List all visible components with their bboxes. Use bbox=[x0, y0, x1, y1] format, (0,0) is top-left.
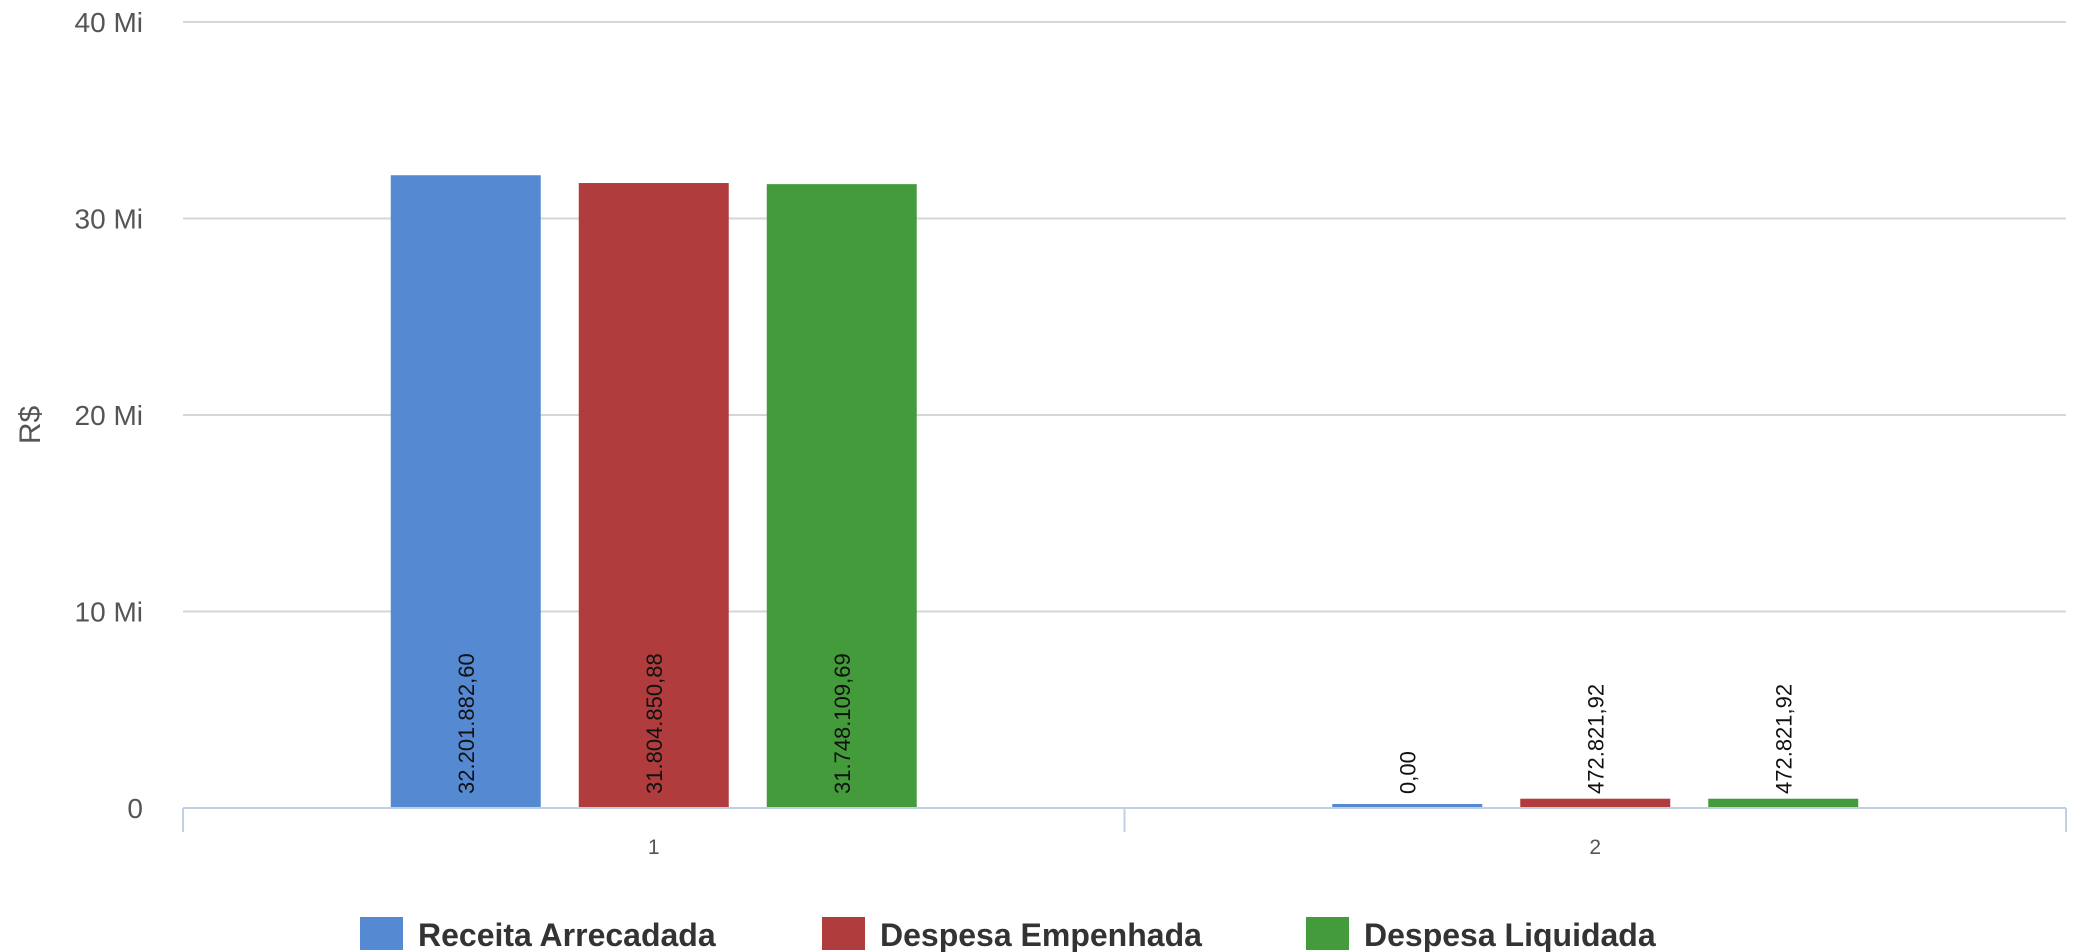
bar bbox=[1520, 798, 1671, 808]
y-axis: 0 10 Mi 20 Mi 30 Mi 40 Mi bbox=[75, 7, 143, 824]
y-tick-label: 30 Mi bbox=[75, 204, 143, 235]
bar bbox=[1332, 804, 1483, 808]
bar bbox=[766, 184, 917, 808]
legend-label: Despesa Liquidada bbox=[1364, 917, 1656, 952]
data-label: 0,00 bbox=[1395, 751, 1420, 794]
legend-label: Despesa Empenhada bbox=[880, 917, 1202, 952]
bar bbox=[578, 183, 729, 809]
bars: 32.201.882,60 31.804.850,88 31.748.109,69 0… bbox=[390, 175, 1859, 809]
y-tick-label: 0 bbox=[127, 793, 143, 824]
legend-label: Receita Arrecadada bbox=[418, 917, 716, 952]
bar bbox=[390, 175, 541, 808]
y-tick-label: 10 Mi bbox=[75, 597, 143, 628]
legend: Receita Arrecadada Despesa Empenhada Despe… bbox=[360, 917, 1656, 952]
legend-swatch bbox=[1306, 917, 1349, 950]
y-axis-label: R$ bbox=[14, 406, 47, 445]
legend-swatch bbox=[360, 917, 403, 950]
data-label: 472.821,92 bbox=[1583, 684, 1608, 794]
data-label: 32.201.882,60 bbox=[454, 653, 479, 794]
y-tick-label: 40 Mi bbox=[75, 7, 143, 38]
data-label: 472.821,92 bbox=[1771, 684, 1796, 794]
x-tick-label: 1 bbox=[648, 836, 660, 859]
x-tick-label: 2 bbox=[1589, 836, 1601, 859]
legend-swatch bbox=[822, 917, 865, 950]
y-tick-label: 20 Mi bbox=[75, 400, 143, 431]
data-label: 31.748.109,69 bbox=[830, 653, 855, 794]
bar bbox=[1708, 798, 1859, 808]
data-label: 31.804.850,88 bbox=[642, 653, 667, 794]
